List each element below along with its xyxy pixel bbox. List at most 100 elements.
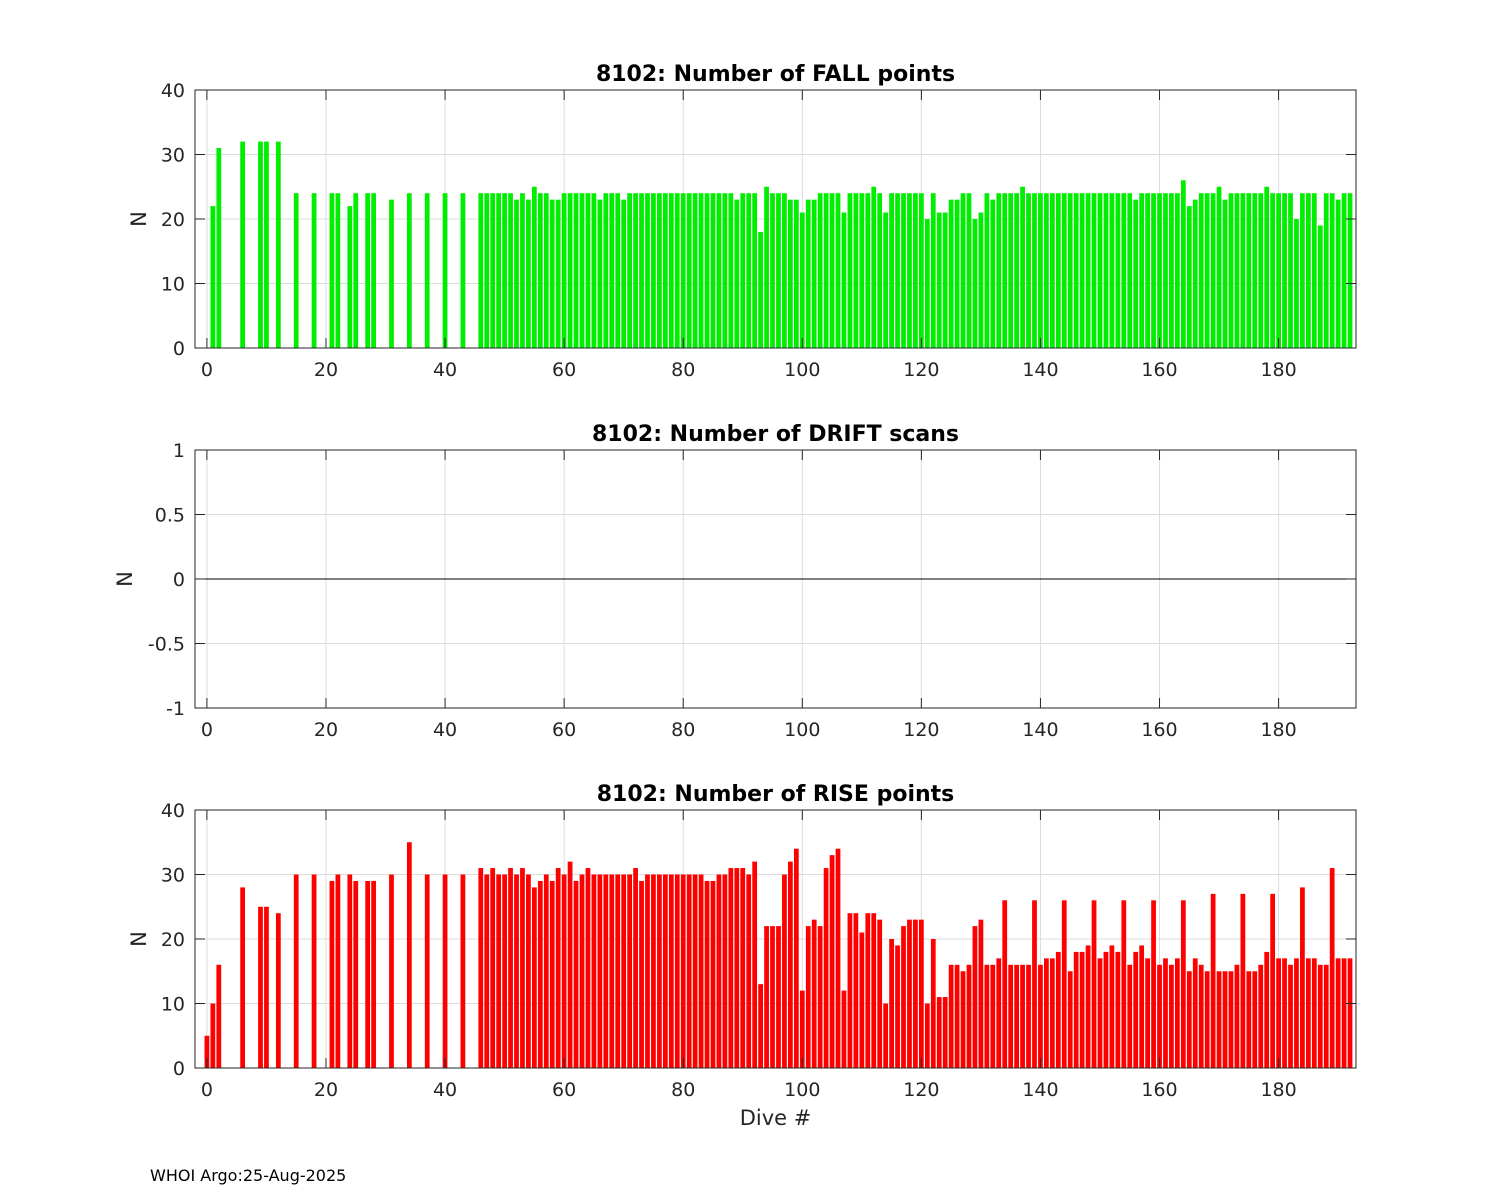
fall-bar [1311, 193, 1317, 348]
fall-bar [240, 141, 246, 348]
rise-bar [502, 874, 507, 1068]
rise-bar [1014, 964, 1020, 1068]
rise-bar [216, 964, 222, 1068]
rise-bar [210, 1003, 216, 1068]
rise-bar [692, 874, 698, 1068]
rise-bar [1228, 971, 1234, 1068]
rise-bar [936, 997, 942, 1068]
drift-xtick-label: 20 [314, 719, 338, 741]
rise-ytick-label: 30 [161, 865, 185, 887]
rise-bar [984, 964, 990, 1068]
fall-bar [216, 148, 222, 348]
rise-bar [1341, 958, 1347, 1068]
fall-bar [1210, 193, 1216, 348]
fall-bar [490, 193, 496, 348]
rise-bar [668, 874, 674, 1068]
fall-bar [573, 193, 579, 348]
fall-bar [1175, 193, 1180, 348]
rise-bar [1079, 951, 1085, 1068]
rise-bar [484, 874, 490, 1068]
rise-bar [1198, 964, 1204, 1068]
rise-bar [1192, 958, 1198, 1068]
rise-bar [1264, 951, 1270, 1068]
fall-bar [883, 212, 889, 348]
fall-bar [764, 186, 769, 348]
fall-bar [1169, 193, 1174, 348]
rise-bar [1055, 951, 1061, 1068]
fall-bar [1109, 193, 1115, 348]
fall-ytick-label: 40 [161, 80, 185, 102]
rise-bar [728, 868, 734, 1068]
fall-bar [1300, 193, 1305, 348]
rise-bar [1121, 900, 1127, 1068]
rise-bar [1020, 964, 1025, 1068]
fall-bar [954, 199, 960, 348]
fall-bar [1198, 193, 1204, 348]
rise-bar [531, 887, 537, 1068]
fall-bar [1288, 193, 1293, 348]
footer-credit: WHOI Argo:25-Aug-2025 [150, 1166, 347, 1185]
rise-bar [1073, 951, 1079, 1068]
fall-bar [1115, 193, 1121, 348]
rise-bar [1026, 964, 1031, 1068]
rise-bar [311, 874, 317, 1068]
fall-bar [627, 193, 633, 348]
rise-bar [353, 880, 359, 1068]
drift-xtick-label: 140 [1022, 719, 1058, 741]
rise-bar [1008, 964, 1014, 1068]
drift-y-axis-label: N [113, 571, 137, 587]
rise-chart-title: 8102: Number of RISE points [597, 782, 955, 807]
drift-ytick-label: -1 [166, 698, 185, 720]
drift-xtick-label: 40 [433, 719, 457, 741]
fall-bar [1246, 193, 1252, 348]
rise-bar [1038, 964, 1043, 1068]
rise-bar [537, 880, 543, 1068]
rise-bar [1270, 893, 1276, 1068]
fall-bar [1055, 193, 1061, 348]
fall-bar [788, 199, 793, 348]
fall-bar [484, 193, 490, 348]
rise-bar [1246, 971, 1252, 1068]
fall-ytick-label: 20 [161, 209, 185, 231]
rise-bar [918, 919, 924, 1068]
fall-xtick-label: 100 [784, 359, 820, 381]
rise-bar [698, 874, 704, 1068]
fall-bar [1216, 186, 1222, 348]
fall-bar [1067, 193, 1073, 348]
rise-bar [805, 926, 811, 1068]
fall-bar [258, 141, 263, 348]
rise-bar [764, 926, 769, 1068]
drift-xtick-label: 0 [201, 719, 213, 741]
fall-bar [210, 206, 216, 348]
fall-bar [585, 193, 591, 348]
fall-bar [811, 199, 817, 348]
fall-bar [936, 212, 942, 348]
rise-bar [960, 971, 966, 1068]
fall-bar [567, 193, 573, 348]
rise-bar [1049, 958, 1055, 1068]
fall-bar [460, 193, 466, 348]
rise-bar [793, 848, 799, 1068]
fall-bar [353, 193, 359, 348]
rise-bar [579, 874, 585, 1068]
fall-bar [1163, 193, 1168, 348]
fall-bar [389, 199, 394, 348]
fall-bar [978, 212, 984, 348]
rise-bar [907, 919, 912, 1068]
rise-bar [1163, 958, 1168, 1068]
rise-bar [645, 874, 650, 1068]
fall-bar [1133, 199, 1139, 348]
rise-bar [573, 880, 579, 1068]
fall-bar [1192, 199, 1198, 348]
fall-bar [662, 193, 668, 348]
rise-bar [1234, 964, 1240, 1068]
fall-bar [645, 193, 650, 348]
fall-bar [406, 193, 412, 348]
rise-bar [526, 874, 531, 1068]
fall-bar [859, 193, 865, 348]
rise-bar [1032, 900, 1037, 1068]
rise-bar [204, 1035, 210, 1068]
rise-bar [424, 874, 430, 1068]
fall-bar [877, 193, 883, 348]
rise-bar [799, 990, 805, 1068]
